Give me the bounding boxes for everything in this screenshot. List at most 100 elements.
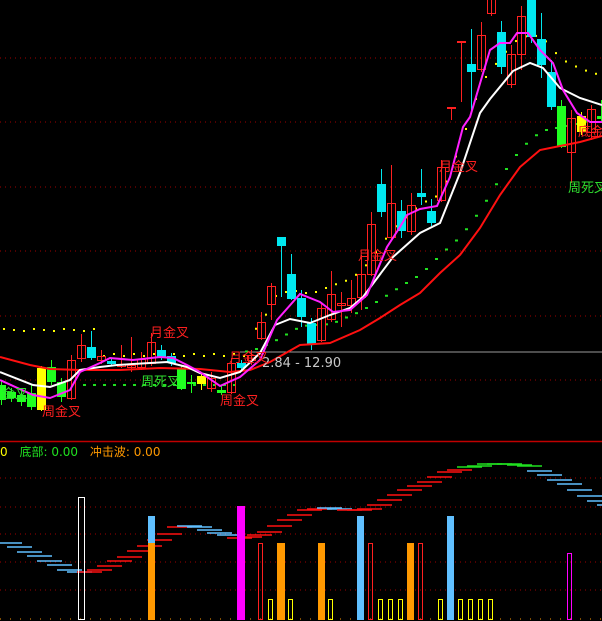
green-dot (465, 228, 468, 231)
yellow-dot (575, 65, 577, 68)
yellow-dot (193, 353, 195, 355)
yellow-dot (123, 355, 125, 357)
green-dot (515, 154, 518, 156)
indicator-bar (378, 599, 383, 620)
annotation-bottom-golden-cross: 底金叉 (578, 124, 602, 140)
yellow-dot (113, 353, 115, 355)
candlestick (87, 331, 96, 360)
candle-body-up (477, 35, 486, 70)
candle-body-down (157, 350, 166, 357)
green-dot (375, 301, 378, 303)
indicator-bar (438, 599, 443, 620)
yellow-dot (435, 195, 437, 198)
candle-body-down (307, 323, 316, 344)
yellow-dot (153, 353, 155, 355)
green-dot (585, 120, 588, 123)
green-dot (193, 384, 196, 386)
candle-body-up (407, 205, 416, 232)
annotation-month-golden-cross: 月金叉 (229, 350, 268, 366)
green-dot (435, 258, 438, 260)
green-dot (565, 125, 568, 127)
candle-body-down (217, 390, 226, 393)
annotation-golden-cross: 金叉 (2, 386, 28, 402)
candle-body-down (47, 367, 56, 382)
candlestick (397, 200, 406, 238)
green-dot (365, 307, 368, 309)
indicator-bar (468, 599, 473, 620)
annotation-week-golden-cross: 周金叉 (42, 404, 81, 420)
candle-body-up (337, 303, 346, 306)
candlestick (387, 165, 396, 240)
green-dot (113, 384, 116, 386)
candle-body-up (267, 286, 276, 305)
green-dot (575, 123, 578, 125)
candlestick (237, 360, 246, 370)
indicator-bar (447, 516, 454, 620)
indicator-bar (458, 599, 463, 620)
candle-body-down (237, 363, 246, 368)
yellow-dot (233, 353, 235, 355)
indicator-bar (277, 543, 285, 620)
moving-average-red (0, 135, 602, 374)
indicator-bar (237, 506, 245, 620)
candle-body-down (17, 395, 26, 402)
yellow-dot (325, 287, 327, 289)
candlestick (17, 390, 26, 406)
candlestick (267, 283, 276, 320)
yellow-dot (585, 69, 587, 72)
yellow-dot (73, 329, 75, 331)
candlestick (457, 41, 466, 102)
indicator-shockwave-value: 冲击波: 0.00 (89, 445, 161, 459)
green-dot (455, 239, 458, 242)
green-dot (93, 384, 96, 386)
candlestick (517, 6, 526, 70)
signal-dots (3, 34, 597, 386)
candle-body-down (397, 211, 406, 231)
indicator-bar (318, 543, 325, 620)
indicator-bar (368, 543, 373, 620)
candlestick (487, 0, 496, 16)
indicator-bar (288, 599, 293, 620)
moving-average-magenta (0, 32, 602, 400)
annotation-month-golden-cross: 月金叉 (358, 248, 397, 264)
green-dot (233, 384, 236, 386)
candle-body-up (77, 345, 86, 359)
indicator-wave (0, 463, 602, 573)
indicator-bar (328, 599, 333, 620)
yellow-dot (213, 353, 215, 355)
yellow-dot (223, 355, 225, 357)
green-dot (395, 288, 398, 291)
candlestick (217, 386, 226, 395)
candlestick (7, 388, 16, 402)
green-dot (335, 320, 338, 323)
yellow-dot (485, 76, 487, 78)
yellow-dot (203, 355, 205, 357)
candlestick (337, 292, 346, 327)
indicator-value-0: 0 (0, 445, 8, 459)
green-dot (315, 324, 318, 326)
yellow-dot (93, 328, 95, 330)
candle-body-up (367, 224, 376, 275)
candle-body-down (527, 0, 536, 37)
yellow-dot (53, 330, 55, 332)
yellow-dot (555, 52, 557, 55)
candle-body-down (87, 347, 96, 358)
yellow-dot (345, 279, 347, 282)
candle-body-down (467, 64, 476, 72)
candle-body-up (97, 356, 106, 361)
green-dot (275, 339, 278, 342)
candlestick (497, 21, 506, 74)
candlestick (527, 0, 536, 43)
yellow-dot (23, 330, 25, 332)
green-dot (83, 384, 86, 386)
yellow-dot (305, 292, 307, 294)
yellow-dot (565, 60, 567, 63)
candlestick (477, 22, 486, 72)
green-dot (415, 276, 418, 278)
candlestick (137, 352, 146, 370)
indicator-bar (388, 599, 393, 620)
candle-body-down (57, 382, 66, 397)
candle-body-down (417, 193, 426, 197)
candlesticks (0, 0, 602, 411)
